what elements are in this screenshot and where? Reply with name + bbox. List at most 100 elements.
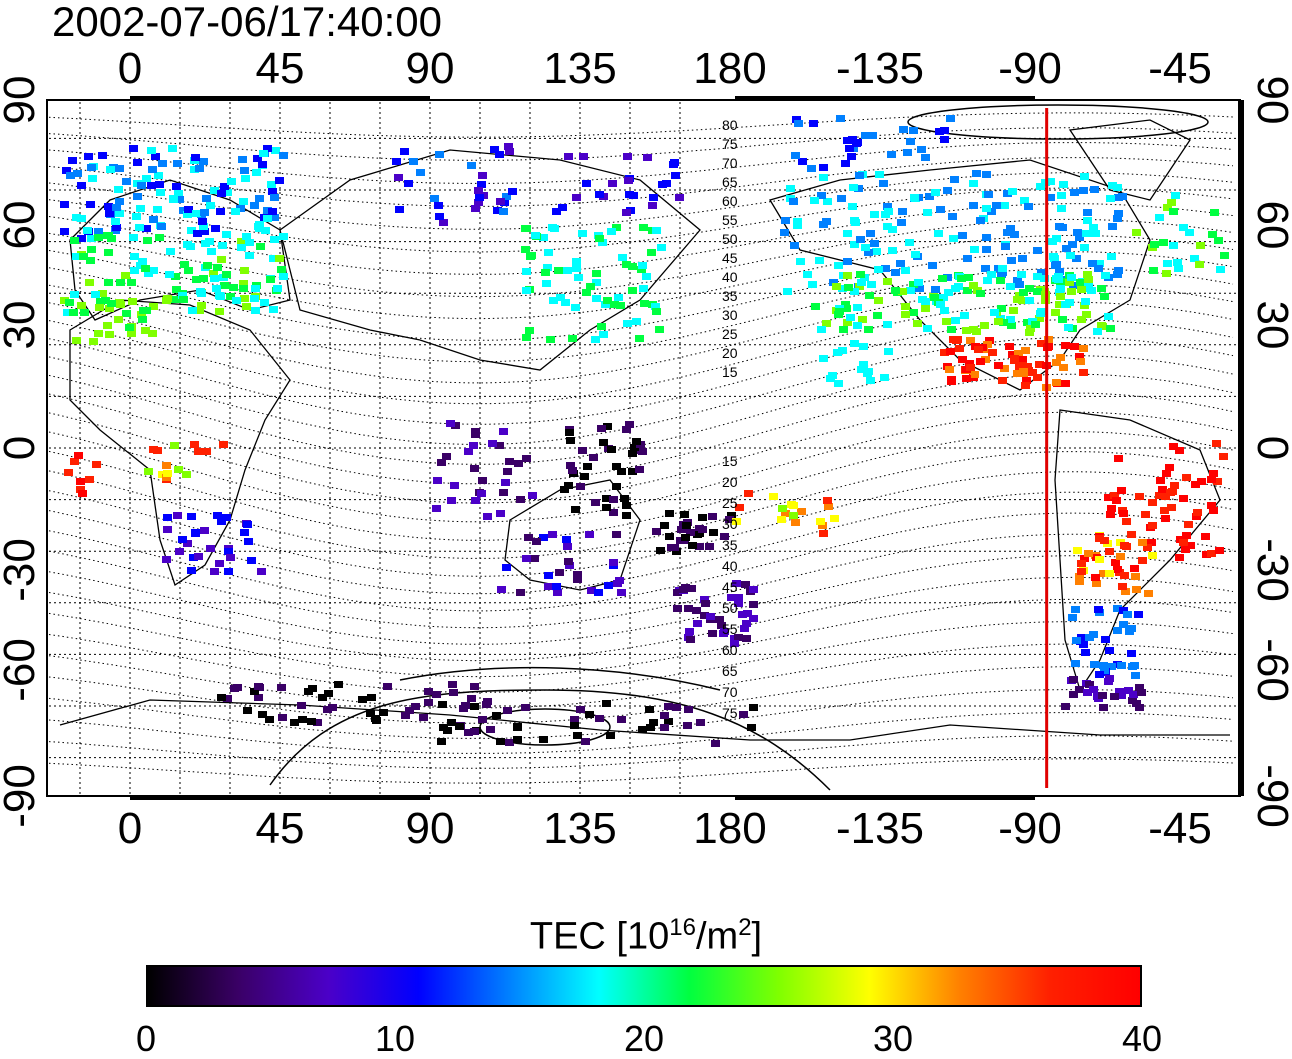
tec-point bbox=[834, 262, 843, 269]
tec-point bbox=[215, 560, 224, 567]
tec-point bbox=[170, 296, 179, 303]
tec-point bbox=[797, 508, 806, 515]
tec-point bbox=[259, 150, 268, 157]
tec-point bbox=[595, 715, 604, 722]
tec-point bbox=[717, 622, 726, 629]
tec-point bbox=[503, 468, 512, 475]
tec-point bbox=[212, 285, 221, 292]
tec-point bbox=[667, 544, 676, 551]
tec-point bbox=[156, 189, 165, 196]
tec-point bbox=[328, 704, 337, 711]
tec-point bbox=[528, 492, 537, 499]
tec-point bbox=[477, 181, 486, 188]
tec-point bbox=[749, 601, 758, 608]
tec-point bbox=[589, 454, 598, 461]
tec-point bbox=[574, 274, 583, 281]
tec-point bbox=[856, 271, 865, 278]
tec-point bbox=[114, 316, 123, 323]
tec-point bbox=[826, 375, 835, 382]
tec-point bbox=[207, 248, 216, 255]
tec-point bbox=[632, 318, 641, 325]
tec-point bbox=[142, 175, 151, 182]
tec-point bbox=[104, 203, 113, 210]
tec-point bbox=[77, 302, 86, 309]
contour-label: 60 bbox=[722, 193, 738, 209]
tec-point bbox=[855, 172, 864, 179]
tec-point bbox=[841, 160, 850, 167]
tec-point bbox=[602, 504, 611, 511]
tec-point bbox=[1113, 627, 1122, 634]
tec-point bbox=[174, 190, 183, 197]
tec-point bbox=[853, 304, 862, 311]
tec-point bbox=[404, 180, 413, 187]
coastline bbox=[279, 149, 701, 371]
tec-point bbox=[969, 282, 978, 289]
tec-point bbox=[132, 213, 141, 220]
tec-point bbox=[861, 132, 870, 139]
tec-point bbox=[192, 210, 201, 217]
tec-point bbox=[1073, 229, 1082, 236]
tec-point bbox=[1174, 265, 1183, 272]
tec-point bbox=[504, 143, 513, 150]
tec-point bbox=[1067, 288, 1076, 295]
lon-tick-bottom: 45 bbox=[256, 804, 305, 853]
tec-point bbox=[149, 446, 158, 453]
tec-point bbox=[983, 341, 992, 348]
tec-point bbox=[107, 235, 116, 242]
tec-point bbox=[1213, 478, 1222, 485]
tec-point bbox=[62, 167, 71, 174]
tec-point bbox=[513, 723, 522, 730]
tec-point bbox=[1007, 322, 1016, 329]
tec-point bbox=[553, 589, 562, 596]
contour-label: 70 bbox=[722, 155, 738, 171]
lon-tick-bottom: 0 bbox=[118, 804, 142, 853]
tec-point bbox=[1076, 279, 1085, 286]
tec-point bbox=[1091, 574, 1100, 581]
lat-tick-right: -60 bbox=[1248, 638, 1292, 702]
tec-point bbox=[850, 288, 859, 295]
tec-point bbox=[936, 206, 945, 213]
tec-point bbox=[211, 225, 220, 232]
tec-point bbox=[1112, 497, 1121, 504]
tec-point bbox=[686, 529, 695, 536]
tec-point bbox=[606, 732, 615, 739]
tec-point bbox=[1208, 231, 1217, 238]
tec-point bbox=[1138, 557, 1147, 564]
tec-point bbox=[949, 336, 958, 343]
tec-point bbox=[848, 136, 857, 143]
tec-point bbox=[1076, 358, 1085, 365]
tec-point bbox=[1018, 362, 1027, 369]
tec-point bbox=[738, 611, 747, 618]
tec-point bbox=[572, 258, 581, 265]
tec-point bbox=[639, 224, 648, 231]
tec-point bbox=[582, 180, 591, 187]
tec-point bbox=[409, 158, 418, 165]
tec-point bbox=[571, 506, 580, 513]
tec-point bbox=[998, 265, 1007, 272]
tec-point bbox=[1059, 181, 1068, 188]
tec-point bbox=[522, 455, 531, 462]
tec-point bbox=[859, 361, 868, 368]
tec-point bbox=[845, 145, 854, 152]
tec-point bbox=[1122, 518, 1131, 525]
tec-point bbox=[268, 208, 277, 215]
tec-point bbox=[202, 448, 211, 455]
tec-point bbox=[531, 232, 540, 239]
tec-point bbox=[1107, 505, 1116, 512]
tec-point bbox=[568, 467, 577, 474]
tec-point bbox=[435, 151, 444, 158]
tec-point bbox=[266, 276, 275, 283]
tec-point bbox=[450, 482, 459, 489]
tec-point bbox=[988, 349, 997, 356]
tec-point bbox=[1056, 285, 1065, 292]
tec-point bbox=[1090, 186, 1099, 193]
tec-point bbox=[839, 326, 848, 333]
lat-tick-right: -90 bbox=[1248, 764, 1292, 828]
tec-point bbox=[1101, 636, 1110, 643]
tec-point bbox=[607, 228, 616, 235]
tec-point bbox=[194, 448, 203, 455]
contour-label: 25 bbox=[722, 326, 738, 342]
tec-point bbox=[990, 309, 999, 316]
lon-tick-bottom: -135 bbox=[836, 804, 924, 853]
tec-point bbox=[1127, 625, 1136, 632]
